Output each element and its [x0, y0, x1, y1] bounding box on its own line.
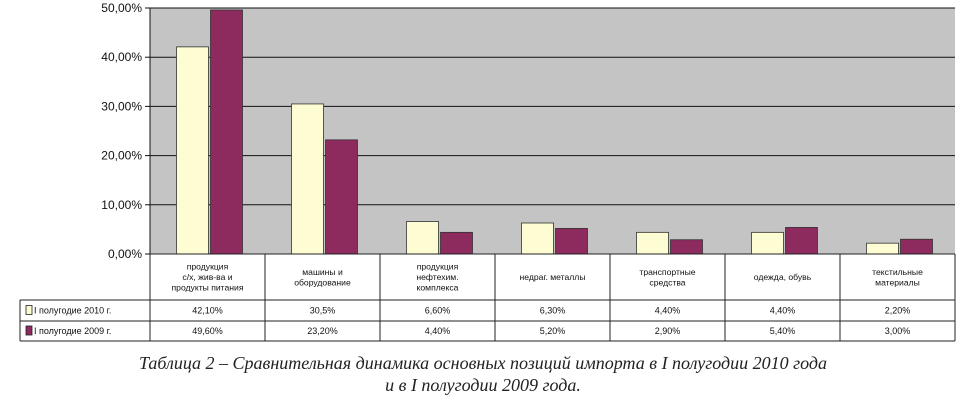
- plot-background: [150, 8, 955, 254]
- category-label: средства: [649, 277, 685, 287]
- table-value: 5,40%: [770, 326, 796, 336]
- figure-caption: Таблица 2 – Сравнительная динамика основ…: [0, 352, 966, 396]
- table-value: 2,90%: [655, 326, 681, 336]
- table-value: 2,20%: [885, 306, 911, 316]
- bar-2010-5: [636, 231, 669, 255]
- y-tick-label: 20,00%: [101, 149, 142, 163]
- caption-line-1: Таблица 2 – Сравнительная динамика основ…: [139, 353, 827, 373]
- y-tick-label: 50,00%: [101, 1, 142, 15]
- legend-label-2009: I полугодие 2009 г.: [34, 326, 111, 336]
- legend-label-2010: I полугодие 2010 г.: [34, 306, 111, 316]
- bar-chart: 0,00% 10,00% 20,00% 30,00% 40,00% 50,00% прод…: [19, 1, 956, 342]
- bar-2009-2: [325, 139, 358, 255]
- table-value: 6,60%: [425, 306, 451, 316]
- bar-2009-6: [785, 227, 818, 255]
- bar-2010-1: [176, 46, 209, 255]
- category-label: оборудование: [294, 277, 351, 287]
- table-value: 4,40%: [425, 326, 451, 336]
- category-label: продукция: [187, 262, 229, 272]
- bars: [176, 9, 933, 255]
- category-label: нефтехим.: [416, 272, 458, 282]
- bar-2010-2: [291, 103, 324, 255]
- bar-2009-5: [670, 239, 703, 255]
- table-value: 6,30%: [540, 306, 566, 316]
- category-label: машины и: [302, 267, 343, 277]
- bar-2010-6: [751, 231, 784, 255]
- bar-2009-7: [900, 238, 933, 255]
- table-value: 3,00%: [885, 326, 911, 336]
- plot-area: [150, 7, 955, 254]
- bar-2009-4: [555, 228, 588, 255]
- table-value: 4,40%: [655, 306, 681, 316]
- category-label: с/х, жив-ва и: [182, 272, 232, 282]
- y-tick-label: 30,00%: [101, 99, 142, 113]
- table-value: 30,5%: [310, 306, 336, 316]
- table-value: 4,40%: [770, 306, 796, 316]
- y-tick-label: 10,00%: [101, 198, 142, 212]
- legend-swatch-2009: [25, 325, 33, 336]
- bar-2010-4: [521, 222, 554, 255]
- y-axis: 0,00% 10,00% 20,00% 30,00% 40,00% 50,00%: [101, 1, 151, 261]
- bar-2009-3: [440, 231, 473, 255]
- category-label: текстильные: [872, 267, 923, 277]
- bar-2009-1: [210, 9, 243, 255]
- category-label: одежда, обувь: [754, 272, 812, 282]
- category-label: продукты питания: [172, 283, 244, 293]
- y-tick-label: 40,00%: [101, 50, 142, 64]
- caption-line-2: и в I полугодии 2009 года.: [385, 375, 581, 395]
- y-tick-label: 0,00%: [108, 247, 142, 261]
- bar-2010-7: [866, 242, 899, 255]
- category-label: комплекса: [417, 283, 459, 293]
- category-label: продукция: [417, 262, 459, 272]
- table-value: 49,60%: [192, 326, 223, 336]
- category-label: недраг. металлы: [520, 272, 586, 282]
- category-label: материалы: [875, 277, 920, 287]
- table-value: 42,10%: [192, 306, 223, 316]
- table-value: 5,20%: [540, 326, 566, 336]
- category-label: транспортные: [639, 267, 695, 277]
- legend-swatch-2010: [25, 305, 33, 315]
- table-value: 23,20%: [307, 326, 338, 336]
- bar-2010-3: [406, 221, 439, 255]
